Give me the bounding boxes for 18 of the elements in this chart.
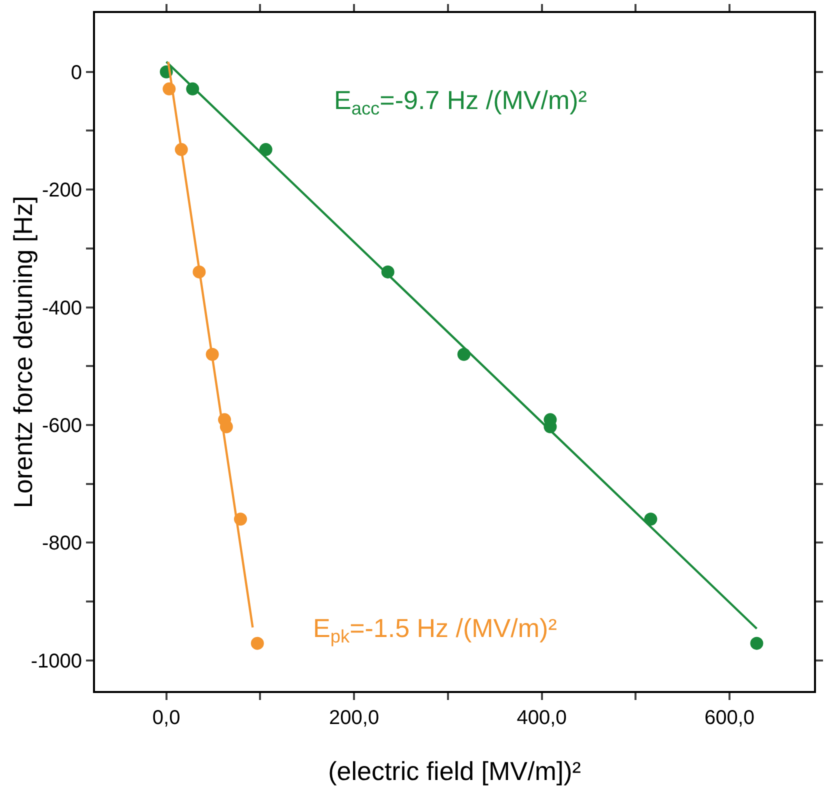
point <box>250 636 264 650</box>
x-tick-label: 600,0 <box>704 707 755 729</box>
x-tick-label: 400,0 <box>516 707 567 729</box>
y-tick-label: 0 <box>70 62 82 84</box>
y-tick-label: -200 <box>42 180 82 202</box>
y-tick-label: -800 <box>42 532 82 555</box>
y-axis-title: Lorentz force detuning [Hz] <box>8 196 38 508</box>
annotation: E$_{acc}$=-9.7 Hz /(MV/m)² <box>334 85 588 118</box>
y-tick-label: -600 <box>42 414 82 437</box>
y-tick-label: -400 <box>42 297 82 320</box>
point <box>259 143 272 156</box>
annotation: E$_{pk}$=-1.5 Hz /(MV/m)² <box>313 613 558 646</box>
point <box>644 512 658 526</box>
point <box>750 636 764 650</box>
y-tick-label: -1000 <box>30 650 82 672</box>
x-tick-label: 200,0 <box>329 707 380 729</box>
x-tick-label: 0,0 <box>152 707 180 729</box>
x-axis-title: (electric field [MV/m])² <box>328 756 582 786</box>
